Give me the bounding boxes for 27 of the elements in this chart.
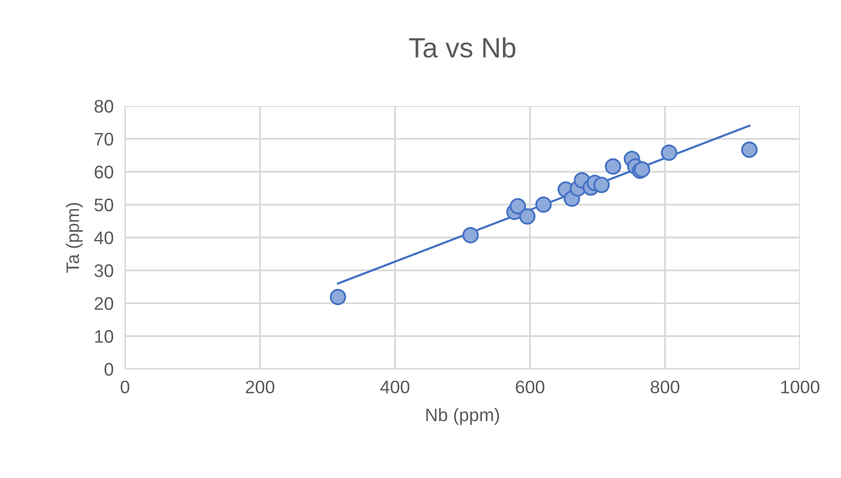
y-tick-label: 70	[94, 132, 114, 146]
point	[519, 208, 536, 225]
x-tick-label: 400	[380, 380, 410, 394]
point	[462, 227, 479, 244]
y-tick-label: 60	[94, 166, 114, 178]
y-tick-label: 50	[94, 198, 114, 212]
point	[741, 142, 758, 158]
y-tick-label: 0	[104, 362, 114, 376]
y-tick-label: 20	[94, 297, 114, 310]
x-tick-label: 0	[120, 380, 130, 394]
point	[510, 198, 526, 214]
y-tick-label: 10	[95, 330, 114, 343]
point	[535, 196, 552, 213]
point	[593, 176, 610, 194]
x-axis-title: Nb (ppm)	[426, 408, 500, 425]
y-tick-label: 40	[94, 231, 114, 244]
x-tick-label: 600	[516, 380, 544, 394]
x-tick-label: 800	[650, 380, 680, 394]
x-tick-label: 1000	[781, 380, 820, 394]
point	[330, 288, 346, 306]
y-tick-label: 30	[94, 264, 114, 278]
y-tick-label: 80	[94, 100, 114, 113]
chart-title: Ta vs Nb	[409, 37, 516, 58]
x-tick-label: 200	[246, 380, 274, 394]
point	[604, 158, 622, 175]
y-axis-title: Ta (ppm)	[66, 203, 83, 273]
point	[660, 144, 678, 161]
